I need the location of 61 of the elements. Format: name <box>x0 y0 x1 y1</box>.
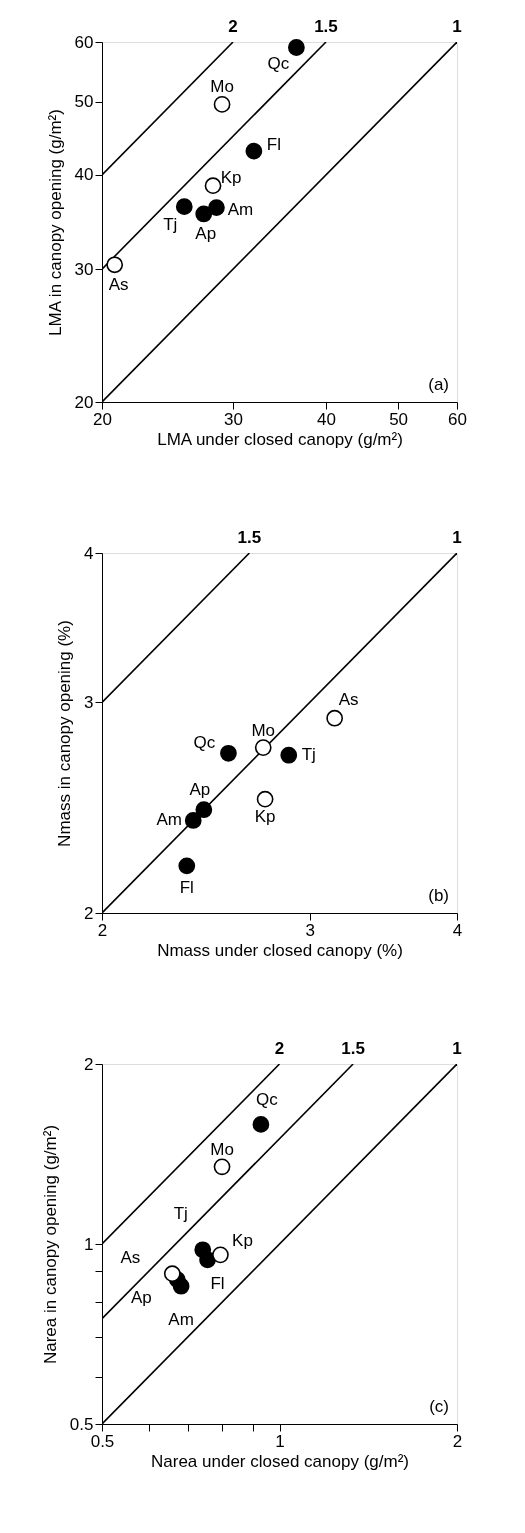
annotation: Kp <box>254 807 276 827</box>
x-tick-label: 60 <box>448 409 467 429</box>
series-label: 1.5 <box>314 17 338 36</box>
annotation: Am <box>156 810 182 830</box>
series-label: 2 <box>274 1039 285 1058</box>
annotation: Ap <box>189 779 211 799</box>
series-label: 1 <box>452 528 462 547</box>
annotation: As <box>108 274 129 294</box>
annotation: Ap <box>195 223 217 243</box>
annotation: As <box>120 1247 141 1267</box>
annotation: Am <box>168 1310 194 1330</box>
annotation: (c) <box>429 1397 449 1416</box>
annotation: Ap <box>130 1287 152 1307</box>
annotation: Mo <box>251 720 276 740</box>
series-label: 1.5 <box>341 1039 365 1058</box>
annotation: Mo <box>210 77 234 97</box>
y-axis-title: Narea in canopy opening (g/m²) <box>40 1124 60 1365</box>
y-axis-title: LMA in canopy opening (g/m²) <box>45 109 65 336</box>
y-tick-label: 40 <box>74 165 94 185</box>
annotation: Qc <box>267 53 290 73</box>
x-tick-label: 1 <box>275 1431 285 1451</box>
annotation: Qc <box>256 1090 279 1110</box>
y-tick-label: 0.5 <box>69 1414 94 1434</box>
y-tick-label: 30 <box>74 259 94 279</box>
annotation: Fl <box>179 877 194 897</box>
y-tick-label: 2 <box>84 903 94 923</box>
annotation: Mo <box>210 1139 234 1159</box>
series-label: 1 <box>452 1039 462 1058</box>
x-axis-title: Nmass under closed canopy (%) <box>157 940 403 960</box>
annotation: Tj <box>173 1203 188 1223</box>
x-tick-label: 40 <box>317 409 336 429</box>
y-tick-label: 2 <box>84 1054 94 1074</box>
annotation: Tj <box>301 745 316 765</box>
annotation: Qc <box>193 733 216 753</box>
x-tick-label: 30 <box>224 409 243 429</box>
x-tick-label: 3 <box>305 920 315 940</box>
annotation: As <box>338 690 359 710</box>
annotation: Fl <box>210 1273 225 1293</box>
y-tick-label: 50 <box>74 92 94 112</box>
x-tick-label: 2 <box>97 920 108 940</box>
series-label: 2 <box>228 17 238 36</box>
x-tick-label: 2 <box>452 1431 463 1451</box>
y-tick-label: 20 <box>74 392 94 412</box>
annotation: (b) <box>428 886 449 905</box>
annotation: Fl <box>266 135 281 155</box>
annotation: (a) <box>428 375 449 394</box>
y-tick-label: 4 <box>84 543 94 563</box>
x-axis-title: LMA under closed canopy (g/m²) <box>157 429 403 449</box>
x-axis-title: Narea under closed canopy (g/m²) <box>151 1451 409 1471</box>
y-tick-label: 60 <box>74 32 94 52</box>
annotation: Tj <box>163 214 178 234</box>
annotation: Am <box>227 199 254 219</box>
y-axis-title: Nmass in canopy opening (%) <box>55 620 75 847</box>
x-tick-label: 50 <box>389 409 409 429</box>
series-label: 1.5 <box>237 528 262 547</box>
annotation: Kp <box>220 167 242 187</box>
annotation: Kp <box>232 1230 253 1250</box>
y-tick-label: 3 <box>84 692 94 712</box>
x-tick-label: 4 <box>452 920 463 940</box>
y-tick-label: 1 <box>84 1234 94 1254</box>
series-label: 1 <box>452 17 462 36</box>
